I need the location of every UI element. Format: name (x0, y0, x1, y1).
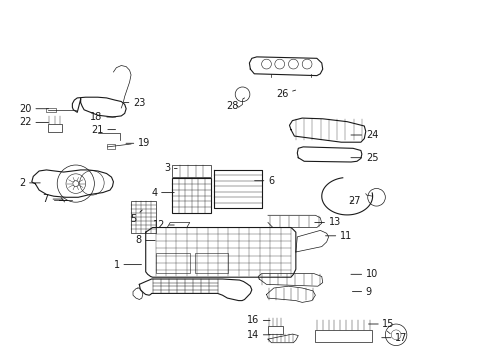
Bar (46, 108, 56, 112)
Bar (267, 326, 282, 334)
Text: 27: 27 (347, 196, 360, 206)
Text: 11: 11 (325, 231, 351, 241)
Text: 6: 6 (254, 176, 274, 186)
Bar (315, 330, 371, 342)
Bar (131, 201, 155, 233)
Text: 24: 24 (350, 130, 377, 140)
Text: 8: 8 (135, 235, 155, 246)
Text: 12: 12 (153, 220, 174, 230)
Text: 25: 25 (350, 153, 378, 163)
Text: 1: 1 (113, 260, 141, 270)
Bar (172, 178, 211, 213)
Text: 23: 23 (124, 98, 145, 108)
Bar (194, 253, 227, 273)
Text: 26: 26 (276, 89, 295, 99)
Bar (172, 165, 211, 177)
Text: 10: 10 (350, 269, 377, 279)
Text: 4: 4 (151, 188, 174, 198)
Text: 19: 19 (126, 138, 150, 148)
Text: 28: 28 (226, 98, 244, 111)
Text: 15: 15 (368, 319, 394, 329)
Bar (156, 253, 189, 273)
Text: 7: 7 (42, 194, 63, 204)
Text: 22: 22 (19, 117, 48, 127)
Text: 18: 18 (90, 112, 115, 122)
Text: 14: 14 (246, 330, 269, 340)
Text: 20: 20 (20, 104, 48, 114)
Bar (106, 144, 115, 149)
Text: 13: 13 (314, 217, 340, 228)
Text: 17: 17 (381, 333, 407, 343)
Text: 21: 21 (91, 125, 115, 135)
Bar (48, 124, 61, 132)
Text: 3: 3 (163, 163, 177, 174)
Text: 9: 9 (352, 287, 371, 297)
Text: 5: 5 (130, 210, 142, 224)
Text: 2: 2 (19, 178, 40, 188)
Text: 16: 16 (246, 315, 269, 325)
